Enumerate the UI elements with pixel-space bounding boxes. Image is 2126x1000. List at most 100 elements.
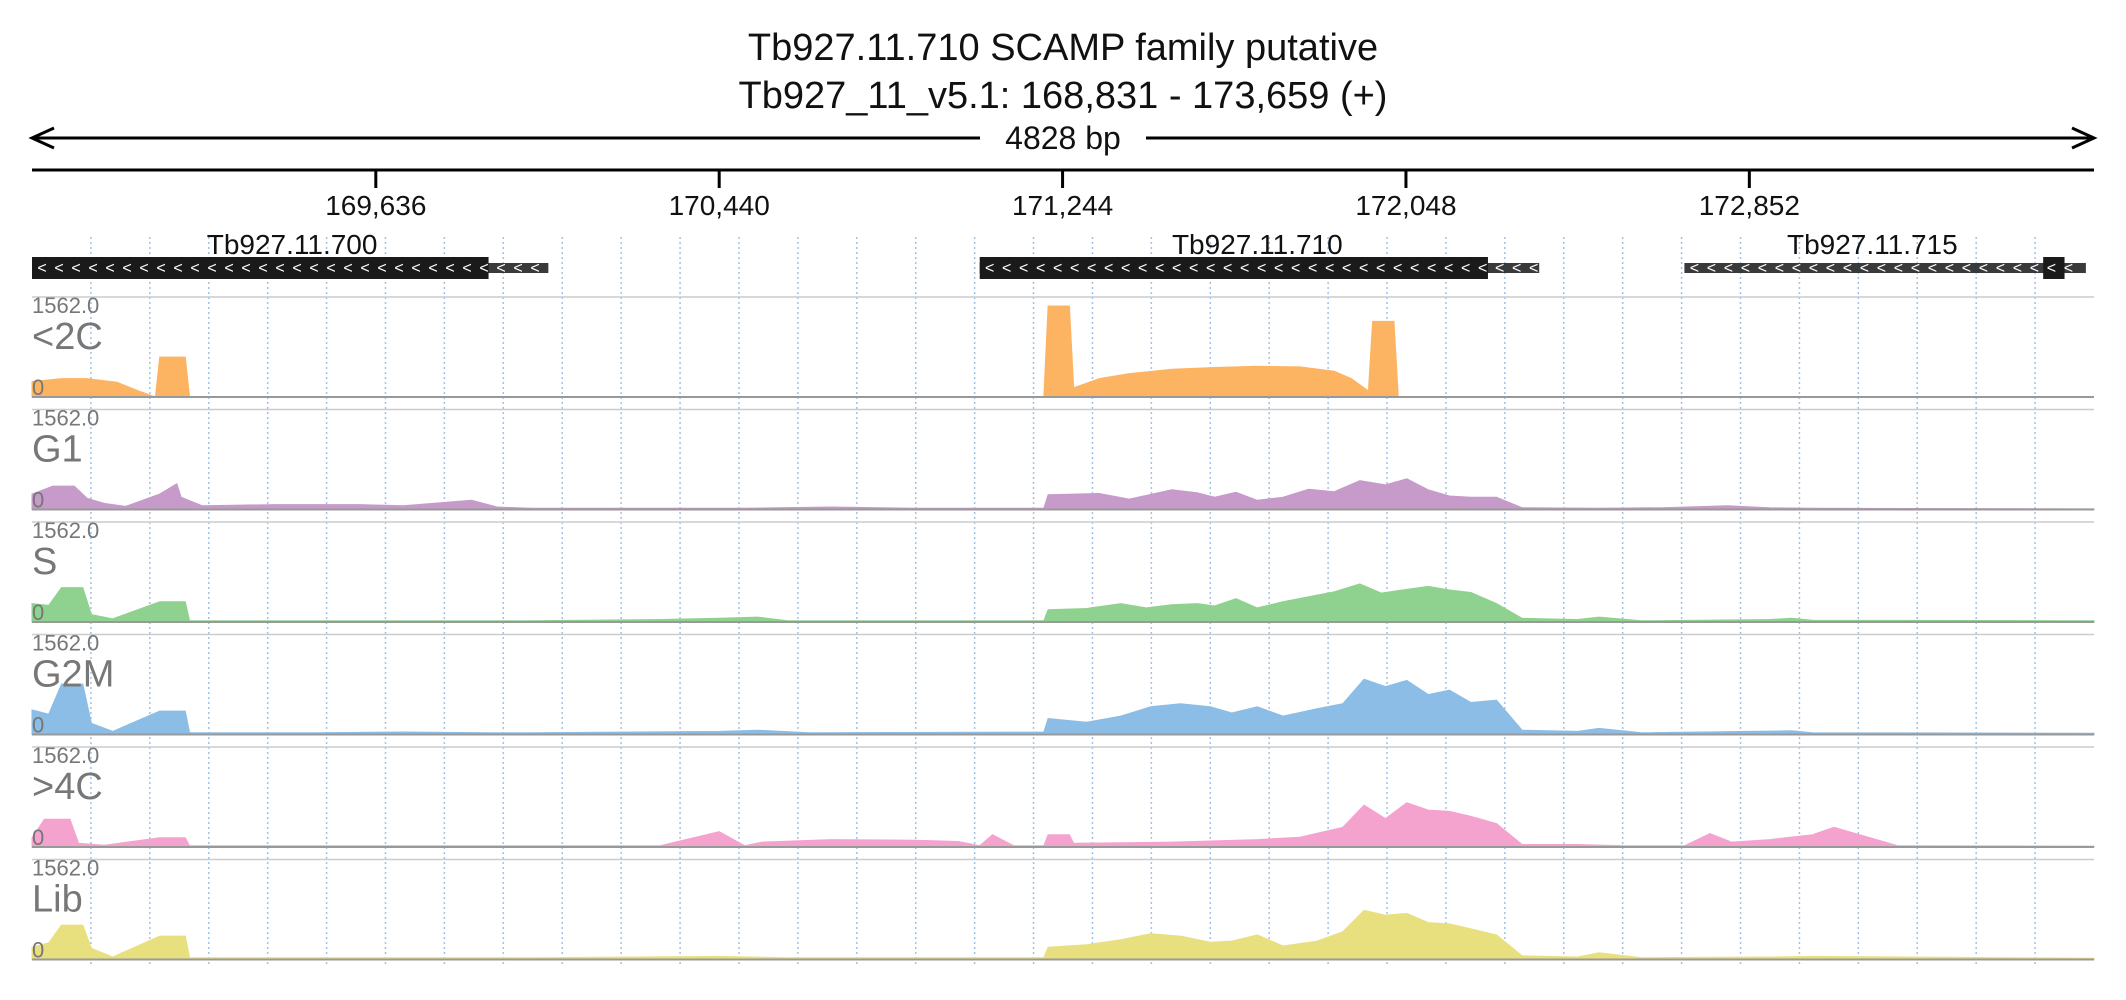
strand-chevron: < bbox=[1741, 260, 1750, 277]
tick-label: 171,244 bbox=[1012, 190, 1113, 221]
strand-chevron: < bbox=[530, 260, 539, 277]
gene-model: < < < < < < < < < < < < < < < < < < < < < < <Tb927.11.715 bbox=[1684, 229, 2086, 279]
track-ymax-label: 1562.0 bbox=[32, 406, 99, 431]
strand-chevron: < bbox=[122, 260, 131, 277]
strand-chevron: < bbox=[1053, 260, 1062, 277]
coverage-area bbox=[31, 909, 2095, 960]
strand-chevron: < bbox=[173, 260, 182, 277]
strand-chevron: < bbox=[1894, 260, 1903, 277]
strand-chevron: < bbox=[445, 260, 454, 277]
coverage-track: 1562.0 0 >4C bbox=[31, 743, 2095, 850]
strand-chevron: < bbox=[1393, 260, 1402, 277]
track-ymax-label: 1562.0 bbox=[32, 743, 99, 768]
strand-chevron: < bbox=[1775, 260, 1784, 277]
strand-chevron: < bbox=[1206, 260, 1215, 277]
strand-chevron: < bbox=[1189, 260, 1198, 277]
strand-chevron: < bbox=[1962, 260, 1971, 277]
strand-chevron: < bbox=[1410, 260, 1419, 277]
strand-chevron: < bbox=[1325, 260, 1334, 277]
strand-chevron: < bbox=[1928, 260, 1937, 277]
track-ymin-label: 0 bbox=[32, 375, 44, 400]
strand-chevron: < bbox=[1996, 260, 2005, 277]
track-ymin-label: 0 bbox=[32, 938, 44, 963]
track-name: G2M bbox=[32, 654, 114, 696]
track-name: G1 bbox=[32, 429, 83, 471]
tick-label: 169,636 bbox=[325, 190, 426, 221]
strand-chevron: < bbox=[1427, 260, 1436, 277]
strand-chevron: < bbox=[1019, 260, 1028, 277]
strand-chevron: < bbox=[1036, 260, 1045, 277]
strand-chevron: < bbox=[224, 260, 233, 277]
gene-model: < < < < < < < < < < < < < < < < < < < < < < < < < < < < < < < < <Tb927.1… bbox=[979, 229, 1540, 279]
strand-chevron: < bbox=[207, 260, 216, 277]
strand-chevron: < bbox=[462, 260, 471, 277]
strand-chevron: < bbox=[360, 260, 369, 277]
strand-chevron: < bbox=[1843, 260, 1852, 277]
tick-label: 170,440 bbox=[669, 190, 770, 221]
strand-chevron: < bbox=[1911, 260, 1920, 277]
coverage-track: 1562.0 0 G1 bbox=[31, 406, 2095, 513]
strand-chevron: < bbox=[1155, 260, 1164, 277]
strand-chevron: < bbox=[1461, 260, 1470, 277]
strand-chevron: < bbox=[1274, 260, 1283, 277]
strand-chevron: < bbox=[1724, 260, 1733, 277]
strand-chevron: < bbox=[428, 260, 437, 277]
strand-chevron: < bbox=[1809, 260, 1818, 277]
strand-chevron: < bbox=[1257, 260, 1266, 277]
strand-chevron: < bbox=[1979, 260, 1988, 277]
strand-chevron: < bbox=[343, 260, 352, 277]
strand-chevron: < bbox=[985, 260, 994, 277]
strand-chevron: < bbox=[105, 260, 114, 277]
strand-chevron: < bbox=[1070, 260, 1079, 277]
strand-chevron: < bbox=[1529, 260, 1538, 277]
track-name: <2C bbox=[32, 316, 103, 358]
strand-chevron: < bbox=[1444, 260, 1453, 277]
strand-chevron: < bbox=[1172, 260, 1181, 277]
strand-chevron: < bbox=[513, 260, 522, 277]
strand-chevron: < bbox=[275, 260, 284, 277]
strand-chevron: < bbox=[1690, 260, 1699, 277]
gene-annotation-track: < < < < < < < < < < < < < < < < < < < < < < < < < < < < < <Tb927.11.7… bbox=[32, 229, 2086, 279]
coverage-tracks: 1562.00<2C1562.00G11562.00S1562.00G2M156… bbox=[31, 293, 2095, 963]
span-bp-label: 4828 bp bbox=[1005, 120, 1121, 156]
coverage-area bbox=[31, 305, 2094, 398]
gene-cds bbox=[979, 257, 1488, 279]
strand-chevron: < bbox=[241, 260, 250, 277]
gene-utr bbox=[1684, 263, 2086, 273]
strand-chevron: < bbox=[1291, 260, 1300, 277]
strand-chevron: < bbox=[258, 260, 267, 277]
strand-chevron: < bbox=[156, 260, 165, 277]
gene-cds bbox=[2043, 257, 2065, 279]
strand-chevron: < bbox=[326, 260, 335, 277]
strand-chevron: < bbox=[1512, 260, 1521, 277]
track-ymax-label: 1562.0 bbox=[32, 293, 99, 318]
tick-label: 172,048 bbox=[1355, 190, 1456, 221]
strand-chevron: < bbox=[1308, 260, 1317, 277]
coverage-track: 1562.0 0 S bbox=[31, 518, 2095, 625]
gene-label: Tb927.11.700 bbox=[207, 229, 378, 260]
strand-chevron: < bbox=[1758, 260, 1767, 277]
span-arrowhead-left bbox=[28, 126, 55, 150]
strand-chevron: < bbox=[190, 260, 199, 277]
span-arrow: 4828 bp bbox=[28, 120, 2098, 156]
coverage-track: 1562.0 0 Lib bbox=[31, 856, 2095, 963]
strand-chevron: < bbox=[292, 260, 301, 277]
coverage-area bbox=[31, 583, 2095, 623]
track-name: Lib bbox=[32, 879, 83, 921]
strand-chevron: < bbox=[1104, 260, 1113, 277]
coverage-area bbox=[31, 802, 2095, 848]
strand-chevron: < bbox=[377, 260, 386, 277]
coverage-area bbox=[31, 678, 2095, 735]
strand-chevron: < bbox=[1877, 260, 1886, 277]
coverage-area bbox=[31, 478, 2095, 510]
track-ymin-label: 0 bbox=[32, 488, 44, 513]
gene-model: < < < < < < < < < < < < < < < < < < < < < < < < < < < < < <Tb927.11.7… bbox=[32, 229, 549, 279]
coverage-track: 1562.0 0 G2M bbox=[31, 631, 2095, 738]
strand-chevron: < bbox=[1707, 260, 1716, 277]
strand-chevron: < bbox=[496, 260, 505, 277]
strand-chevron: < bbox=[1002, 260, 1011, 277]
strand-chevron: < bbox=[2013, 260, 2022, 277]
strand-chevron: < bbox=[1087, 260, 1096, 277]
chart-title: Tb927.11.710 SCAMP family putative bbox=[748, 27, 1378, 69]
